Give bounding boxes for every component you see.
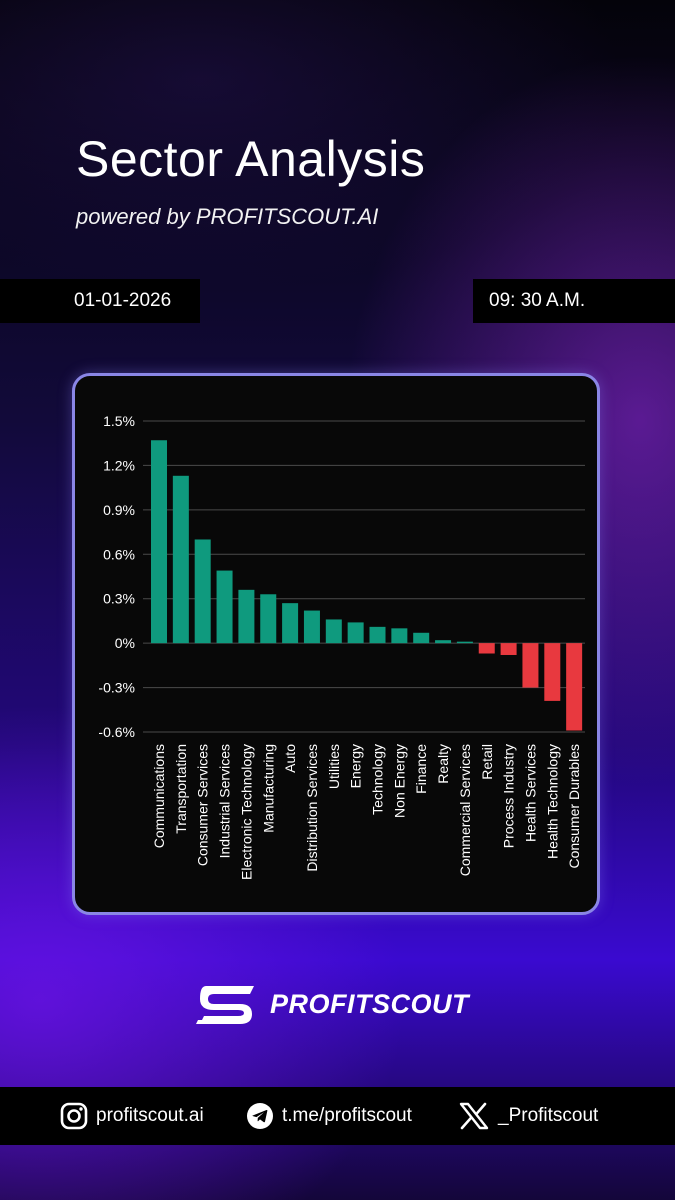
social-footer: profitscout.ai t.me/profitscout _Profits…	[0, 1087, 675, 1145]
x-handle: _Profitscout	[498, 1105, 599, 1126]
y-tick-label: 0.9%	[103, 502, 135, 518]
brand-name: PROFITSCOUT	[270, 988, 469, 1019]
x-tick-label: Consumer Services	[195, 744, 211, 866]
y-tick-label: 1.2%	[103, 457, 135, 473]
x-tick-label: Finance	[413, 744, 429, 794]
date-box: 01-01-2026	[0, 279, 200, 323]
y-tick-label: -0.6%	[98, 724, 135, 740]
x-tick-label: Energy	[348, 744, 364, 788]
social-instagram[interactable]: profitscout.ai	[60, 1087, 204, 1145]
date-label: 01-01-2026	[74, 290, 172, 311]
x-tick-label: Health Services	[522, 744, 538, 842]
page-title: Sector Analysis	[76, 131, 426, 187]
bar-consumer-services	[194, 539, 211, 644]
x-tick-label: Industrial Services	[217, 744, 233, 858]
bar-retail	[478, 643, 495, 654]
bar-electronic-technology	[238, 589, 255, 644]
y-tick-label: -0.3%	[98, 680, 135, 696]
telegram-handle: t.me/profitscout	[282, 1105, 412, 1126]
sector-bar-chart: 1.5% 1.2% 0.9% 0.6% 0.3% 0% -0.3% -0.6% Communic…	[98, 413, 585, 880]
bar-industrial-services	[216, 570, 233, 644]
social-x[interactable]: _Profitscout	[458, 1087, 598, 1145]
bar-consumer-durables	[566, 643, 583, 731]
x-tick-label: Process Industry	[501, 744, 517, 848]
y-tick-label: 0.6%	[103, 546, 135, 562]
bar-energy	[347, 622, 364, 644]
x-tick-label: Manufacturing	[260, 744, 276, 833]
x-tick-label: Technology	[370, 744, 386, 815]
x-tick-label: Distribution Services	[304, 744, 320, 872]
bar-utilities	[325, 619, 342, 644]
brand-logo: PROFITSCOUT	[196, 978, 486, 1030]
y-tick-label: 0.3%	[103, 591, 135, 607]
x-tick-label: Auto	[282, 744, 298, 773]
bar-transportation	[172, 475, 189, 644]
bar-process-industry	[500, 643, 517, 655]
instagram-handle: profitscout.ai	[96, 1105, 204, 1126]
bar-commercial-services	[456, 641, 473, 644]
x-tick-label: Communications	[151, 744, 167, 848]
social-telegram[interactable]: t.me/profitscout	[246, 1087, 412, 1145]
x-tick-label: Utilities	[326, 744, 342, 789]
bar-communications	[151, 440, 167, 644]
x-tick-label: Realty	[435, 744, 451, 784]
x-tick-label: Commercial Services	[457, 744, 473, 876]
bar-technology	[369, 626, 386, 644]
y-tick-label: 0%	[115, 635, 135, 651]
bar-health-services	[522, 643, 539, 688]
bar-non-energy	[391, 628, 408, 644]
x-tick-label: Retail	[479, 744, 495, 780]
time-box: 09: 30 A.M.	[473, 279, 675, 323]
bar-auto	[282, 603, 299, 644]
bar-health-technology	[544, 643, 561, 701]
bar-distribution-services	[303, 610, 320, 644]
x-tick-label: Consumer Durables	[566, 744, 582, 869]
y-tick-label: 1.5%	[103, 413, 135, 429]
x-tick-label: Health Technology	[544, 744, 560, 859]
page-subtitle: powered by PROFITSCOUT.AI	[76, 204, 379, 229]
x-tick-label: Electronic Technology	[238, 744, 254, 880]
bar-finance	[413, 632, 430, 644]
chart-card: 1.5% 1.2% 0.9% 0.6% 0.3% 0% -0.3% -0.6% Communic…	[72, 373, 600, 915]
x-icon	[459, 1102, 489, 1130]
profitscout-logo-icon	[196, 986, 254, 1024]
x-tick-label: Non Energy	[391, 744, 407, 818]
telegram-icon	[247, 1103, 273, 1129]
bar-realty	[435, 640, 452, 644]
time-label: 09: 30 A.M.	[489, 290, 586, 311]
bar-manufacturing	[260, 594, 277, 644]
x-tick-label: Transportation	[173, 744, 189, 834]
instagram-icon	[60, 1102, 88, 1130]
